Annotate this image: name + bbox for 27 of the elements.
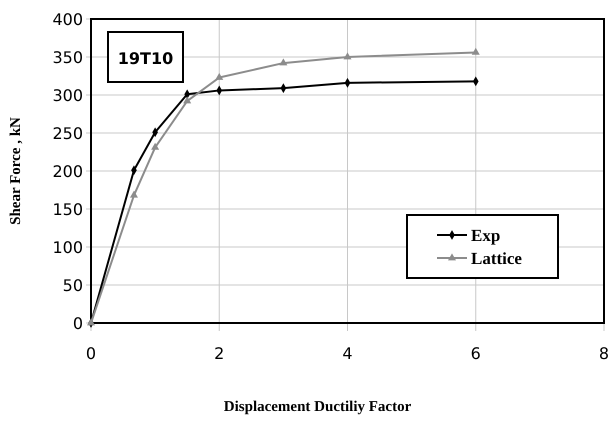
x-tick-label: 6 xyxy=(470,344,481,363)
point xyxy=(472,48,480,55)
point xyxy=(151,142,160,150)
x-tick-label: 4 xyxy=(342,344,353,363)
y-tick-label: 200 xyxy=(52,162,83,181)
annotation: 19T10 xyxy=(118,49,174,68)
point xyxy=(183,96,192,104)
y-tick-label: 0 xyxy=(72,314,83,333)
y-tick-label: 100 xyxy=(52,238,83,257)
x-tick-label: 2 xyxy=(214,344,224,363)
point xyxy=(343,52,352,60)
y-tick-label: 250 xyxy=(52,124,83,143)
legend-label: Lattice xyxy=(471,249,522,268)
x-axis-title: Displacement Ductiliy Factor xyxy=(224,399,412,415)
point xyxy=(86,318,96,326)
y-tick-label: 300 xyxy=(52,86,83,105)
point xyxy=(215,72,224,80)
x-tick-label: 0 xyxy=(86,344,96,363)
point xyxy=(279,58,288,66)
point xyxy=(130,190,138,198)
y-tick-label: 50 xyxy=(62,276,83,295)
legend-label: Exp xyxy=(471,226,500,245)
y-tick-label: 150 xyxy=(52,200,83,219)
y-axis-title: Shear Force , kN xyxy=(8,116,24,225)
y-tick-label: 350 xyxy=(52,48,83,67)
y-tick-label: 400 xyxy=(52,10,83,29)
x-tick-label: 8 xyxy=(598,344,610,363)
